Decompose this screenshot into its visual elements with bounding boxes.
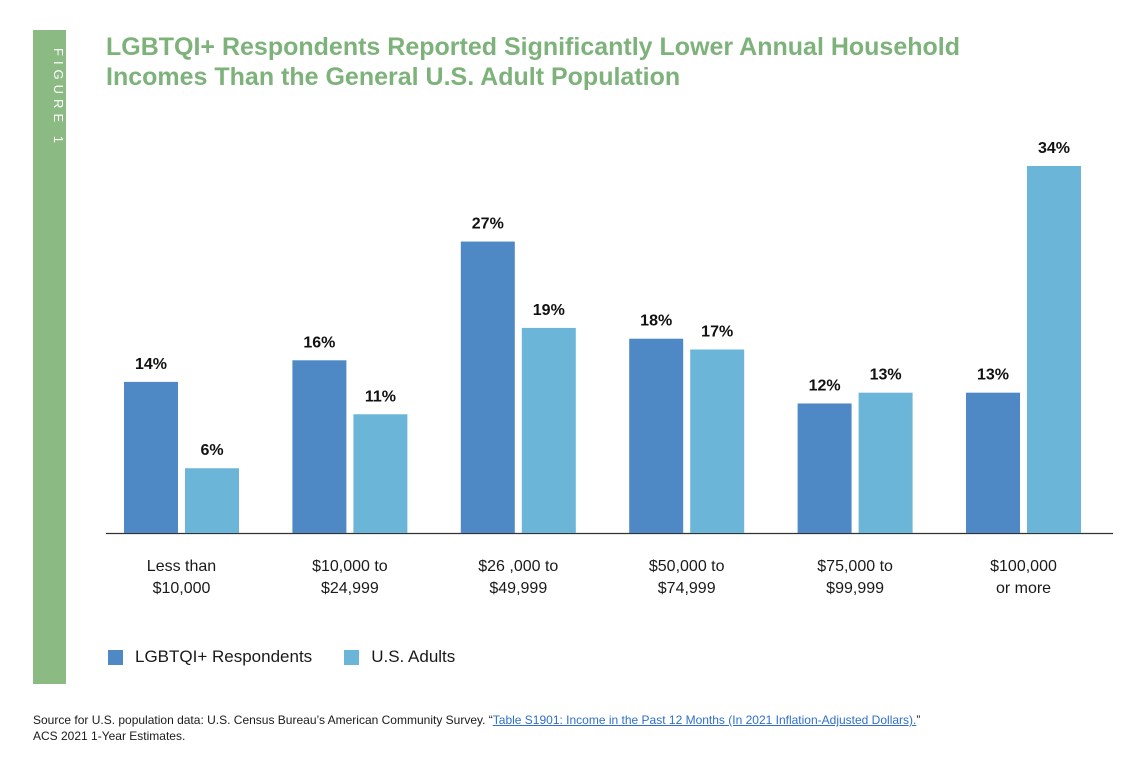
bar-chart: 14% 6% Less than $10,000 16% 11% $10,000 to $24… [106,140,1113,597]
legend-label-us-adults: U.S. Adults [371,647,456,666]
data-label-us-adults-4: 13% [870,367,902,384]
x-tick-label-2-0: $26 ,000 to [478,558,558,575]
legend-swatch-lgbtqi [108,649,123,665]
data-label-us-adults-3: 17% [701,324,733,341]
bar-lgbtqi-3 [629,338,684,533]
source-line2: ACS 2021 1-Year Estimates. [33,729,186,743]
figure-side-band [33,30,66,684]
data-label-lgbtqi-0: 14% [135,356,167,373]
bar-us-adults-1 [353,414,408,533]
x-tick-label-3-1: $74,999 [658,580,716,597]
bar-lgbtqi-4 [797,403,852,533]
bar-us-adults-0 [185,468,239,533]
data-label-lgbtqi-3: 18% [640,313,672,330]
source-link[interactable]: Table S1901: Income in the Past 12 Month… [492,713,917,727]
bar-us-adults-5 [1027,166,1081,533]
legend-item-lgbtqi: LGBTQI+ Respondents [108,647,312,667]
figure-label: FIGURE 1 [51,48,66,148]
data-label-lgbtqi-1: 16% [303,334,335,351]
x-tick-label-0-1: $10,000 [153,580,211,597]
chart-legend: LGBTQI+ Respondents U.S. Adults [108,646,487,668]
source-suffix: ” [916,713,921,727]
data-label-lgbtqi-5: 13% [977,367,1009,384]
x-tick-label-0-0: Less than [147,558,216,575]
x-tick-label-3-0: $50,000 to [649,558,725,575]
bar-lgbtqi-1 [292,360,347,533]
x-tick-label-5-1: or more [996,580,1051,597]
x-tick-label-1-0: $10,000 to [312,558,388,575]
data-label-us-adults-1: 11% [365,388,396,405]
legend-label-lgbtqi: LGBTQI+ Respondents [135,647,313,666]
bar-lgbtqi-5 [966,392,1020,533]
x-tick-label-4-0: $75,000 to [817,558,893,575]
bar-us-adults-4 [858,392,913,533]
bar-us-adults-2 [521,327,576,533]
bar-us-adults-3 [690,349,745,533]
data-label-lgbtqi-4: 12% [809,377,841,394]
legend-swatch-us-adults [344,649,360,665]
x-tick-label-1-1: $24,999 [321,580,379,597]
data-label-lgbtqi-2: 27% [472,216,504,233]
x-tick-label-2-1: $49,999 [489,580,547,597]
data-label-us-adults-2: 19% [533,302,565,319]
legend-item-us-adults: U.S. Adults [344,647,455,667]
x-tick-label-4-1: $99,999 [826,580,884,597]
bar-lgbtqi-2 [460,241,515,533]
data-label-us-adults-0: 6% [200,442,223,459]
data-label-us-adults-5: 34% [1038,140,1070,157]
x-tick-label-5-0: $100,000 [990,558,1057,575]
bar-lgbtqi-0 [124,381,178,533]
source-prefix: Source for U.S. population data: U.S. Ce… [33,713,493,727]
chart-title: LGBTQI+ Respondents Reported Significant… [106,33,960,91]
source-note: Source for U.S. population data: U.S. Ce… [33,712,1093,744]
